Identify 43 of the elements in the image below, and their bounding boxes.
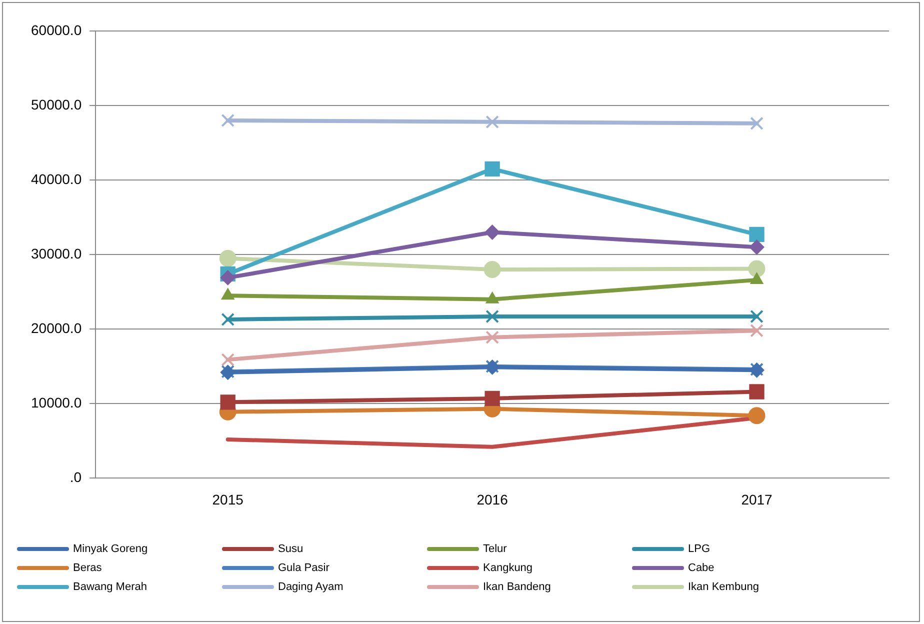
legend-label: Beras — [73, 562, 102, 574]
legend-label: Daging Ayam — [278, 581, 344, 593]
legend-label: LPG — [688, 543, 710, 555]
point — [486, 330, 499, 344]
point — [484, 390, 500, 406]
point — [484, 161, 500, 176]
point — [486, 310, 499, 324]
point — [484, 224, 500, 240]
legend-label: Cabe — [688, 562, 714, 574]
x-tick-label: 2015 — [212, 491, 244, 508]
legend-label: Ikan Bandeng — [483, 581, 551, 593]
legend-label: Bawang Merah — [73, 581, 147, 593]
y-tick-label: 20000.0 — [30, 320, 82, 336]
legend-label: Ikan Kembung — [688, 581, 759, 593]
point — [748, 407, 766, 424]
x-tick-label: 2016 — [476, 491, 508, 508]
point — [749, 226, 764, 242]
y-tick-label: 40000.0 — [30, 170, 82, 187]
y-tick-label: 30000.0 — [30, 245, 82, 262]
x-tick-label: 2017 — [741, 491, 773, 508]
point — [220, 394, 236, 410]
legend-label: Kangkung — [483, 562, 533, 574]
legend-label: Gula Pasir — [278, 562, 330, 574]
point — [221, 114, 234, 128]
point — [749, 240, 764, 255]
point — [484, 261, 501, 278]
point — [749, 384, 764, 400]
y-tick-label: 50000.0 — [30, 96, 82, 112]
legend-label: Telur — [483, 543, 507, 555]
point — [221, 312, 234, 326]
point — [750, 116, 764, 130]
y-tick-label: .0 — [70, 469, 82, 486]
y-tick-label: 60000.0 — [30, 22, 82, 38]
y-tick-label: 10000.0 — [30, 394, 82, 411]
legend-label: Susu — [278, 543, 304, 555]
point — [221, 353, 234, 366]
point — [220, 270, 236, 286]
point — [219, 250, 236, 267]
point — [486, 115, 499, 129]
legend-label: Minyak Goreng — [73, 543, 148, 555]
point — [750, 324, 764, 338]
point — [750, 310, 764, 324]
point — [748, 260, 766, 278]
